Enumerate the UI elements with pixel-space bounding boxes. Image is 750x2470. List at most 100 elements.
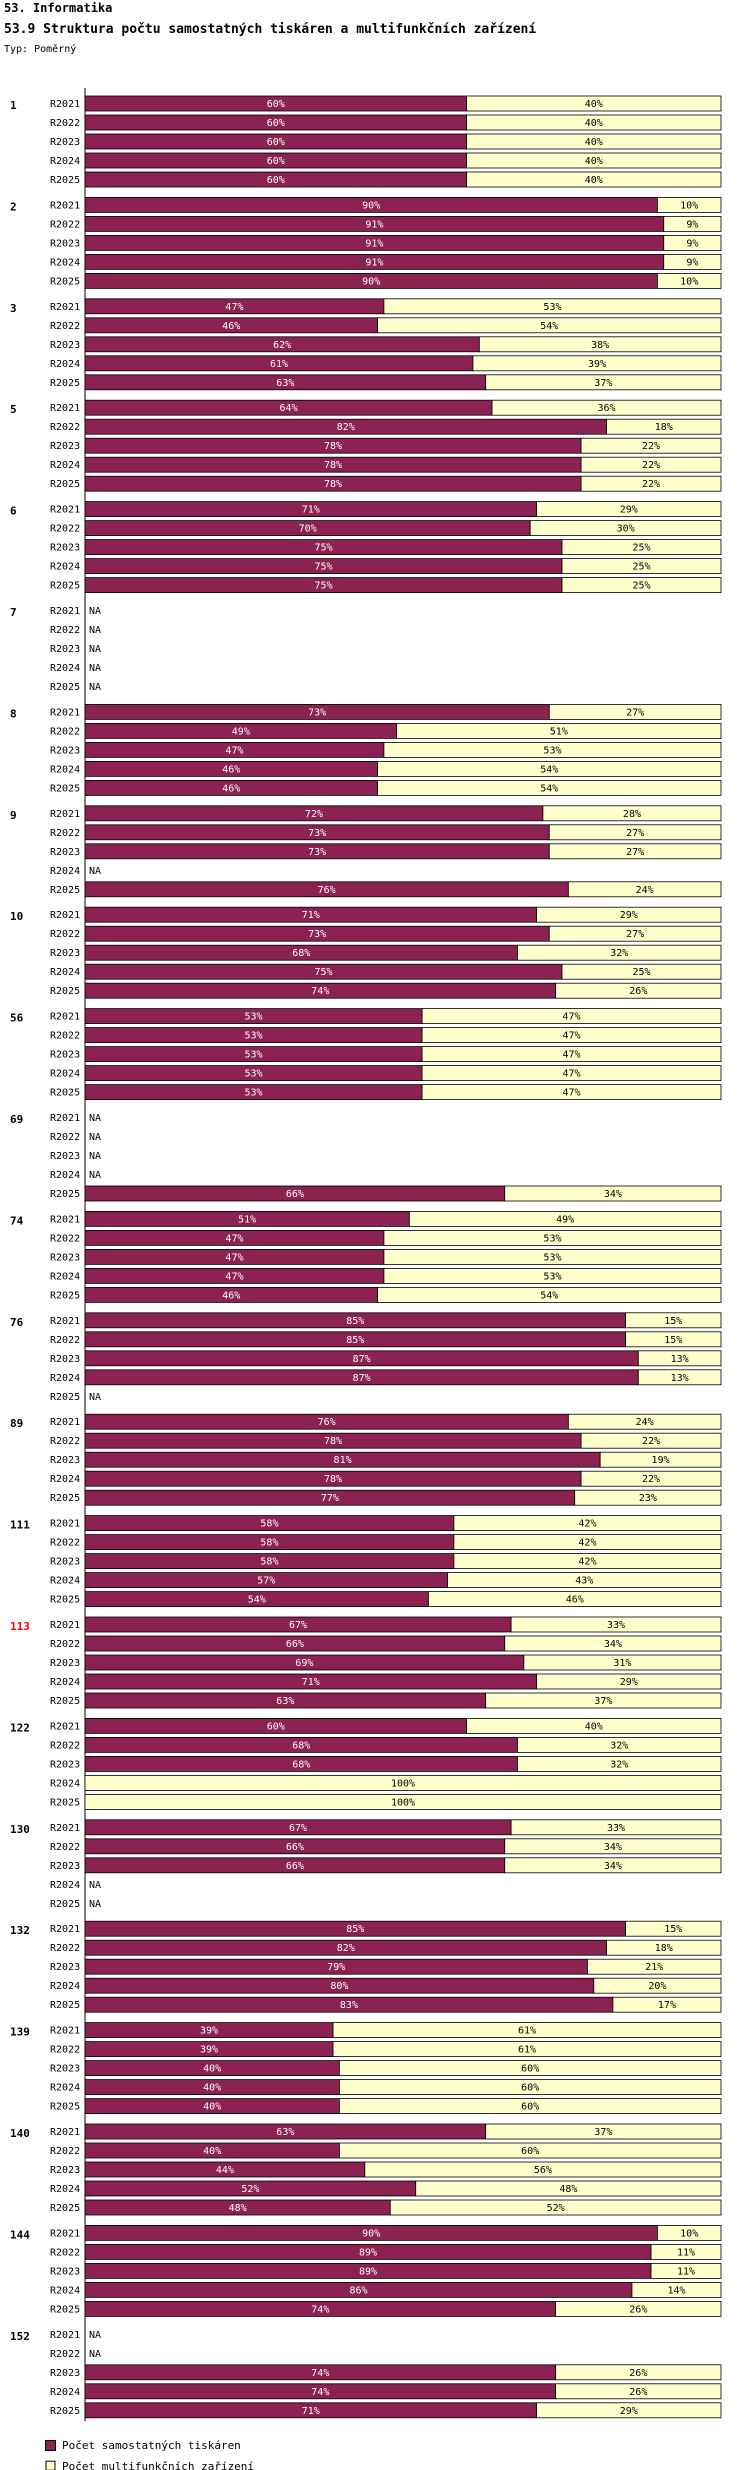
group-label: 76	[10, 1316, 24, 1329]
value-label-printers: 53%	[245, 1069, 263, 1080]
group-label: 6	[10, 505, 17, 518]
na-label: NA	[89, 2330, 101, 2341]
bar-segment-mfd	[377, 1287, 722, 1303]
value-label-printers: 46%	[222, 764, 240, 775]
value-label-printers: 80%	[330, 1981, 348, 1992]
value-label-mfd: 15%	[664, 1924, 682, 1935]
group-label: 89	[10, 1417, 23, 1430]
row-label: R2022	[50, 1436, 80, 1447]
bar-segment-mfd	[377, 761, 722, 777]
bar-segment-mfd	[542, 805, 722, 822]
value-label-printers: 74%	[311, 2387, 329, 2398]
row-label: R2025	[50, 175, 80, 186]
value-label-mfd: 27%	[626, 929, 644, 940]
row-label: R2023	[50, 2368, 80, 2379]
value-label-printers: 90%	[362, 200, 380, 211]
value-label-mfd: 54%	[540, 783, 558, 794]
row-label: R2021	[50, 707, 80, 718]
value-label-printers: 73%	[308, 929, 326, 940]
value-label-printers: 46%	[222, 1290, 240, 1301]
value-label-mfd: 100%	[391, 1797, 415, 1808]
bar-segment-mfd	[453, 1534, 722, 1550]
row-label: R2022	[50, 219, 80, 230]
value-label-mfd: 47%	[563, 1050, 581, 1061]
group-label: 139	[10, 2026, 30, 2039]
row-label: R2021	[50, 2127, 80, 2138]
value-label-mfd: 25%	[632, 581, 650, 592]
row-label: R2022	[50, 1842, 80, 1853]
value-label-mfd: 15%	[664, 1335, 682, 1346]
bar-segment-mfd	[561, 963, 722, 980]
value-label-mfd: 33%	[607, 1620, 625, 1631]
bar-segment-mfd	[561, 539, 722, 555]
bar-segment-mfd	[663, 253, 722, 270]
value-label-mfd: 47%	[563, 1069, 581, 1080]
value-label-printers: 60%	[267, 156, 285, 167]
bar-segment-mfd	[491, 399, 722, 416]
row-label: R2025	[50, 2304, 80, 2315]
bar-segment-mfd	[580, 1432, 722, 1449]
value-label-printers: 51%	[238, 1214, 256, 1225]
bar-segment-mfd	[466, 95, 722, 112]
bar-segment-mfd	[383, 1230, 722, 1246]
value-label-printers: 66%	[286, 1861, 304, 1872]
row-label: R2021	[50, 2330, 80, 2341]
value-label-printers: 49%	[232, 726, 250, 737]
row-label: R2022	[50, 1132, 80, 1143]
value-label-mfd: 60%	[521, 2102, 539, 2113]
value-label-printers: 74%	[311, 2304, 329, 2315]
row-label: R2022	[50, 2045, 80, 2056]
group-label: 152	[10, 2330, 30, 2343]
row-label: R2021	[50, 200, 80, 211]
bar-segment-mfd	[555, 982, 722, 999]
row-label: R2023	[50, 1962, 80, 1973]
value-label-printers: 53%	[245, 1050, 263, 1061]
value-label-mfd: 53%	[543, 1233, 561, 1244]
bar-segment-mfd	[580, 456, 722, 473]
value-label-mfd: 25%	[632, 967, 650, 978]
row-label: R2021	[50, 1316, 80, 1327]
row-label: R2025	[50, 1899, 80, 1910]
value-label-printers: 47%	[225, 1233, 243, 1244]
value-label-printers: 60%	[267, 1721, 285, 1732]
value-label-mfd: 61%	[518, 2026, 536, 2037]
na-label: NA	[89, 606, 101, 617]
row-label: R2022	[50, 422, 80, 433]
row-label: R2021	[50, 1113, 80, 1124]
group-label: 10	[10, 910, 23, 923]
group-label: 69	[10, 1113, 23, 1126]
value-label-mfd: 13%	[671, 1373, 689, 1384]
value-label-printers: 58%	[260, 1519, 278, 1530]
value-label-mfd: 21%	[645, 1962, 663, 1973]
value-label-printers: 39%	[200, 2026, 218, 2037]
bar-segment-mfd	[377, 317, 722, 334]
value-label-printers: 73%	[308, 828, 326, 839]
bar-segment-mfd	[478, 336, 722, 353]
group-label: 140	[10, 2127, 30, 2140]
row-label: R2022	[50, 1740, 80, 1751]
value-label-printers: 47%	[225, 1271, 243, 1282]
value-label-mfd: 60%	[521, 2083, 539, 2094]
na-label: NA	[89, 1899, 101, 1910]
row-label: R2024	[50, 764, 80, 775]
value-label-mfd: 39%	[588, 359, 606, 370]
row-label: R2025	[50, 1290, 80, 1301]
bar-segment-mfd	[338, 2060, 722, 2077]
row-label: R2023	[50, 238, 80, 249]
value-label-printers: 85%	[346, 1316, 364, 1327]
value-label-mfd: 9%	[686, 257, 698, 268]
value-label-mfd: 60%	[521, 2146, 539, 2157]
row-label: R2022	[50, 321, 80, 332]
row-label: R2024	[50, 2083, 80, 2094]
bar-segment-mfd	[383, 1268, 722, 1284]
value-label-mfd: 43%	[575, 1576, 593, 1587]
value-label-printers: 79%	[327, 1962, 345, 1973]
group-label: 56	[10, 1012, 24, 1025]
row-label: R2023	[50, 2165, 80, 2176]
value-label-mfd: 11%	[677, 2247, 695, 2258]
row-label: R2024	[50, 2285, 80, 2296]
value-label-printers: 91%	[365, 219, 383, 230]
value-label-printers: 67%	[289, 1620, 307, 1631]
group-label: 144	[10, 2228, 30, 2241]
